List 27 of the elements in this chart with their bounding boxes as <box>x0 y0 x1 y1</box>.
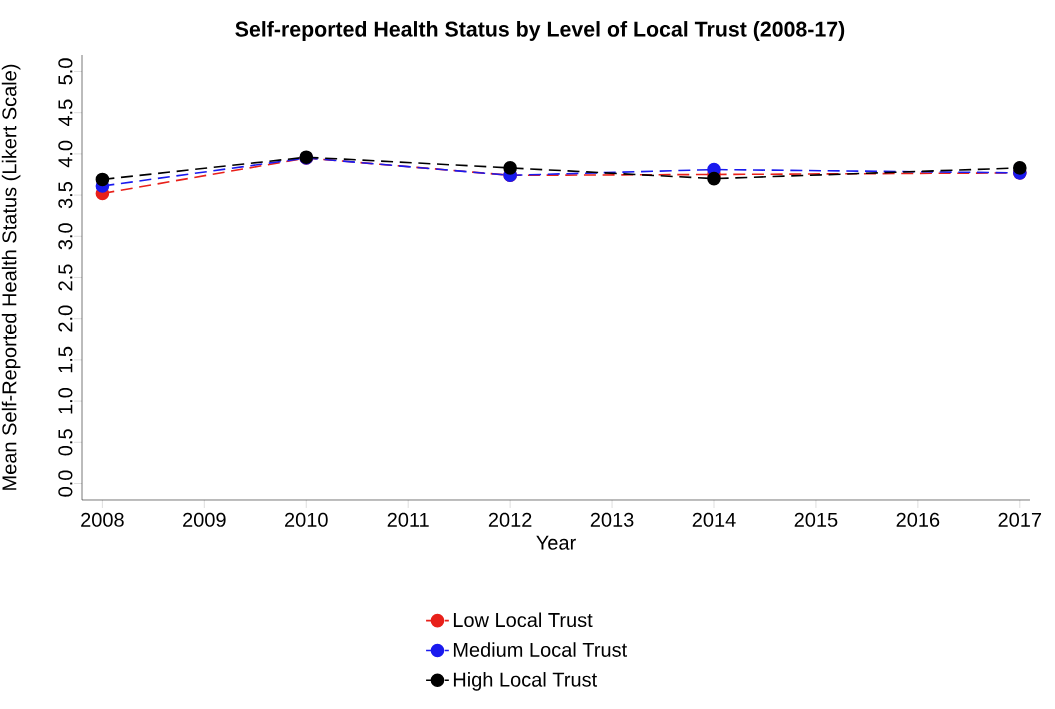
x-tick-label: 2016 <box>896 512 940 527</box>
x-tick-label: 2008 <box>81 512 124 527</box>
y-tick-label: 3.5 <box>58 182 73 209</box>
legend-label: Low Local Trust <box>453 612 593 628</box>
y-tick-label: 1.5 <box>58 346 73 373</box>
x-tick-label: 2017 <box>998 512 1042 527</box>
y-tick-label: 4.0 <box>58 140 73 168</box>
y-tick-label: 1.0 <box>58 387 73 414</box>
x-tick-label: 2012 <box>488 512 532 527</box>
y-tick-label: 2.5 <box>58 264 73 291</box>
legend-label: High Local Trust <box>453 672 598 691</box>
y-tick-label: 2.0 <box>58 305 73 332</box>
x-tick-label: 2014 <box>692 512 736 527</box>
y-tick-label: 5.0 <box>58 58 73 85</box>
legend-label: Medium Local Trust <box>453 642 628 657</box>
y-axis-title: Mean Self-Reported Health Status (Likert Scale) <box>1 64 21 490</box>
y-tick-label: 4.5 <box>58 99 73 127</box>
y-tick-label: 0.0 <box>58 470 73 497</box>
x-axis-title: Year <box>536 535 576 550</box>
x-tick-label: 2009 <box>183 512 226 527</box>
x-tick-label: 2011 <box>387 512 429 527</box>
y-tick-label: 3.0 <box>58 223 73 250</box>
x-tick-label: 2015 <box>794 512 838 527</box>
x-tick-label: 2013 <box>590 512 634 527</box>
x-tick-label: 2010 <box>285 512 328 527</box>
y-tick-label: 0.5 <box>58 429 73 456</box>
chart-title: Self-reported Health Status by Level of Local Trust (2008-17) <box>235 21 845 41</box>
